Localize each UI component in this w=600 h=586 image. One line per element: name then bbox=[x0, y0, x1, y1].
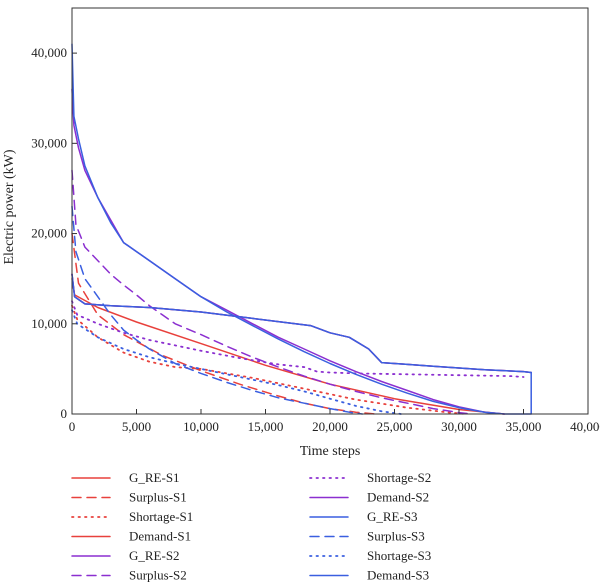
series-line-shortage-s2 bbox=[71, 300, 525, 378]
series-line-demand-s1 bbox=[71, 277, 505, 415]
legend-label: Shortage-S3 bbox=[367, 548, 431, 563]
x-tick-label: 0 bbox=[69, 419, 76, 434]
series-layer bbox=[71, 43, 532, 415]
y-axis-label: Electric power (kW) bbox=[2, 149, 17, 264]
legend-label: Demand-S3 bbox=[367, 568, 429, 583]
series-line-surplus-s3 bbox=[71, 205, 364, 415]
series-line-surplus-s2 bbox=[71, 169, 473, 415]
legend-label: G_RE-S1 bbox=[129, 470, 180, 485]
axes-layer: 0 5,000 10,000 15,000 20,000 25,000 30,000 35,0… bbox=[31, 7, 600, 434]
x-axis-label: Time steps bbox=[300, 444, 361, 459]
plot-frame bbox=[71, 7, 589, 415]
x-tick-label: 35,000 bbox=[506, 419, 542, 434]
series-line-surplus-s1 bbox=[71, 232, 376, 415]
series-line-g-re-s3 bbox=[71, 273, 532, 374]
y-tick-label: 10,000 bbox=[31, 316, 67, 331]
legend-label: G_RE-S2 bbox=[129, 548, 180, 563]
x-tick-label: 25,000 bbox=[377, 419, 413, 434]
x-tick-label: 20,000 bbox=[312, 419, 348, 434]
x-tick-label: 30,000 bbox=[441, 419, 477, 434]
legend: G_RE-S1 Surplus-S1 Shortage-S1 Demand-S1 G_R… bbox=[71, 470, 431, 583]
legend-label: Demand-S1 bbox=[129, 529, 191, 544]
legend-label: Surplus-S1 bbox=[129, 490, 187, 505]
x-tick-label: 15,000 bbox=[248, 419, 284, 434]
x-tick-label: 40,000 bbox=[570, 419, 600, 434]
y-tick-label: 20,000 bbox=[31, 226, 67, 241]
series-line-shortage-s1 bbox=[71, 304, 467, 415]
legend-label: G_RE-S3 bbox=[367, 509, 418, 524]
x-tick-label: 5,000 bbox=[122, 419, 151, 434]
legend-label: Demand-S2 bbox=[367, 490, 429, 505]
legend-label: Shortage-S1 bbox=[129, 509, 193, 524]
legend-label: Surplus-S3 bbox=[367, 529, 425, 544]
y-tick-label: 30,000 bbox=[31, 135, 67, 150]
x-tick-label: 10,000 bbox=[183, 419, 219, 434]
legend-label: Shortage-S2 bbox=[367, 470, 431, 485]
legend-label: Surplus-S2 bbox=[129, 568, 187, 583]
y-tick-label: 0 bbox=[61, 406, 68, 421]
y-tick-label: 40,000 bbox=[31, 45, 67, 60]
series-line-demand-s3 bbox=[71, 43, 532, 415]
